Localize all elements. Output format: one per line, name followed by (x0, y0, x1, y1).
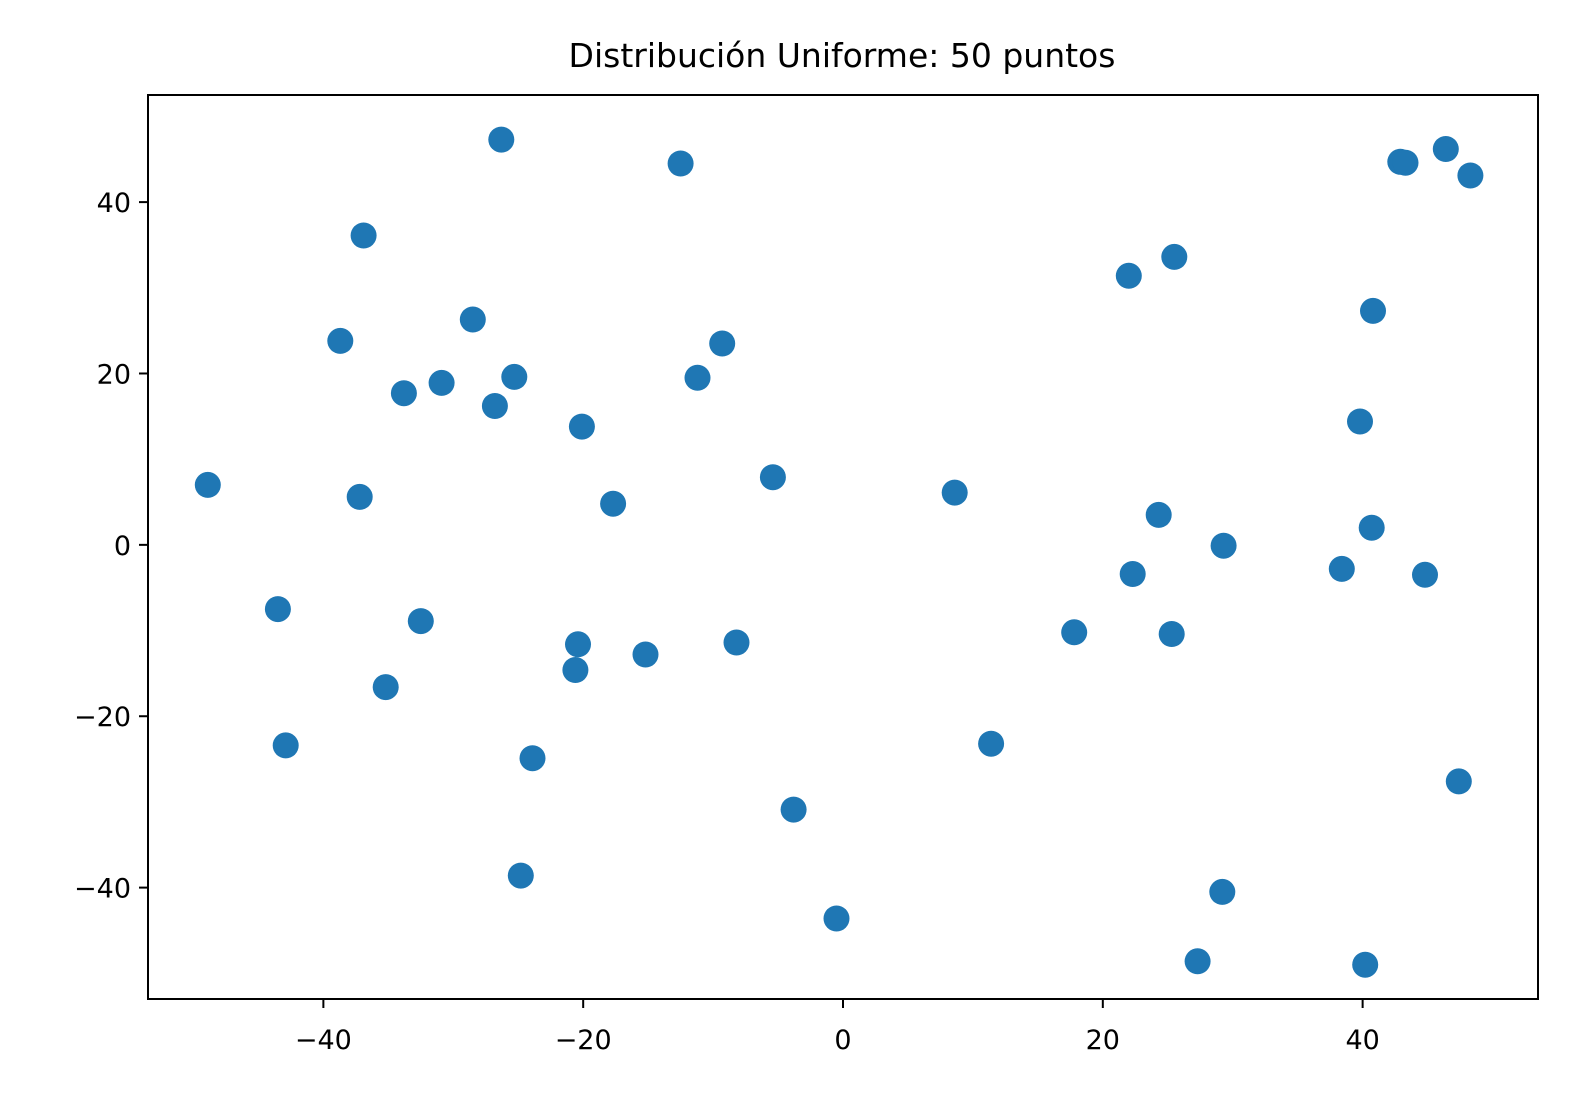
chart-title: Distribución Uniforme: 50 puntos (569, 36, 1116, 75)
data-point (346, 483, 373, 510)
data-point (759, 464, 786, 491)
data-point (1145, 501, 1172, 528)
x-tick-label: 20 (1086, 1025, 1120, 1056)
data-point (264, 596, 291, 623)
y-tick-label: −40 (74, 874, 131, 905)
data-point (194, 471, 221, 498)
data-point (1184, 948, 1211, 975)
data-point (459, 306, 486, 333)
x-tick-label: −20 (555, 1025, 612, 1056)
data-point (684, 364, 711, 391)
data-point (823, 905, 850, 932)
data-point (1209, 878, 1236, 905)
data-point (1360, 297, 1386, 324)
data-point (667, 150, 694, 177)
data-point (272, 732, 299, 759)
data-point (481, 393, 508, 419)
data-point (1457, 162, 1484, 189)
data-point (1210, 532, 1237, 559)
x-tick-label: −40 (295, 1025, 352, 1056)
data-point (1115, 262, 1142, 289)
y-tick-label: 40 (97, 188, 131, 219)
x-tick-label: 40 (1345, 1025, 1379, 1056)
data-point (519, 745, 546, 772)
data-point (1352, 951, 1379, 978)
data-point (723, 629, 750, 656)
data-point (1328, 555, 1355, 582)
data-point (941, 479, 968, 506)
data-point (562, 657, 589, 683)
x-tick-label: 0 (834, 1025, 851, 1056)
data-point (1161, 243, 1188, 270)
data-point (565, 631, 591, 658)
data-point (428, 369, 455, 396)
x-axis: −40 −20 0 20 40 (295, 999, 1380, 1056)
data-point (350, 222, 377, 249)
data-point (1358, 514, 1385, 541)
data-point (1432, 136, 1459, 162)
data-point (1061, 619, 1088, 646)
y-tick-label: 20 (97, 359, 131, 390)
data-point (978, 730, 1005, 757)
data-point (390, 380, 417, 407)
data-point (507, 862, 534, 889)
data-point (632, 641, 659, 668)
y-tick-label: 0 (114, 531, 131, 562)
data-point (1412, 561, 1438, 588)
data-points (194, 126, 1484, 978)
data-point (1347, 408, 1373, 435)
data-point (501, 363, 528, 390)
data-point (488, 126, 515, 153)
data-point (372, 674, 399, 701)
y-axis: −40 −20 0 20 40 (74, 188, 148, 905)
data-point (600, 490, 627, 517)
data-point (780, 796, 807, 823)
data-point (1445, 768, 1472, 795)
data-point (407, 608, 434, 635)
y-tick-label: −20 (74, 702, 131, 733)
data-point (1119, 561, 1146, 587)
data-point (709, 330, 736, 357)
data-point (1158, 621, 1185, 647)
data-point (1392, 149, 1419, 176)
data-point (327, 327, 354, 354)
data-point (568, 413, 595, 440)
